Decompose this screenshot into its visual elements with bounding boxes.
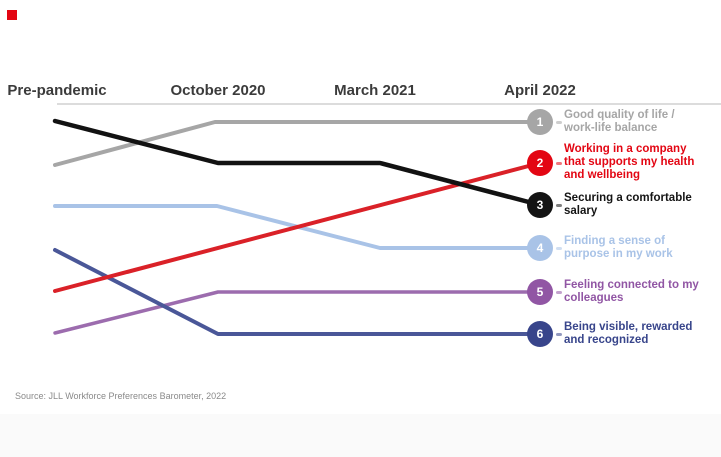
header-divider-rule [57,103,721,105]
leader-dash-6 [556,333,562,336]
line-health-wellbeing [53,161,542,293]
legend-label-salary: Securing a comfortable salary [564,192,692,218]
rank-badge-2: 2 [527,150,553,176]
legend-label-line: Being visible, rewarded [564,321,693,333]
line-colleagues [53,290,542,335]
leader-dash-5 [556,291,562,294]
legend-label-line: Working in a company [564,143,687,155]
rank-badge-1: 1 [527,109,553,135]
brand-square-logo [7,10,17,20]
legend-label-colleagues: Feeling connected to my colleagues [564,279,699,305]
leader-dash-3 [556,204,562,207]
legend-label-purpose: Finding a sense of purpose in my work [564,235,673,261]
x-axis-label-march-2021: March 2021 [334,82,416,99]
legend-label-health-wellbeing: Working in a company that supports my he… [564,143,694,182]
legend-label-line: purpose in my work [564,248,673,260]
rank-badge-4: 4 [527,235,553,261]
legend-label-line: work-life balance [564,122,658,134]
rank-badge-3: 3 [527,192,553,218]
legend-label-quality-of-life: Good quality of life / work-life balance [564,109,675,135]
legend-label-line: Good quality of life / [564,109,675,121]
legend-label-line: and recognized [564,334,649,346]
rank-badge-5: 5 [527,279,553,305]
line-salary [52,118,543,208]
legend-label-line: salary [564,205,598,217]
legend-label-line: Securing a comfortable [564,192,692,204]
legend-label-line: Feeling connected to my [564,279,699,291]
x-axis-label-pre-pandemic: Pre-pandemic [7,82,107,99]
leader-dash-4 [556,247,562,250]
rank-badge-6: 6 [527,321,553,347]
legend-label-line: Finding a sense of [564,235,665,247]
legend-label-line: colleagues [564,292,624,304]
bottom-background-band [0,414,721,457]
line-quality-of-life [53,120,542,167]
leader-dash-1 [556,121,562,124]
legend-label-line: and wellbeing [564,169,641,181]
x-axis-label-october-2020: October 2020 [170,82,266,99]
x-axis-label-april-2022: April 2022 [504,82,576,99]
source-attribution: Source: JLL Workforce Preferences Barome… [15,391,227,401]
legend-label-visible-rewarded: Being visible, rewarded and recognized [564,321,692,347]
leader-dash-2 [556,162,562,165]
legend-label-line: that supports my health [564,156,695,168]
